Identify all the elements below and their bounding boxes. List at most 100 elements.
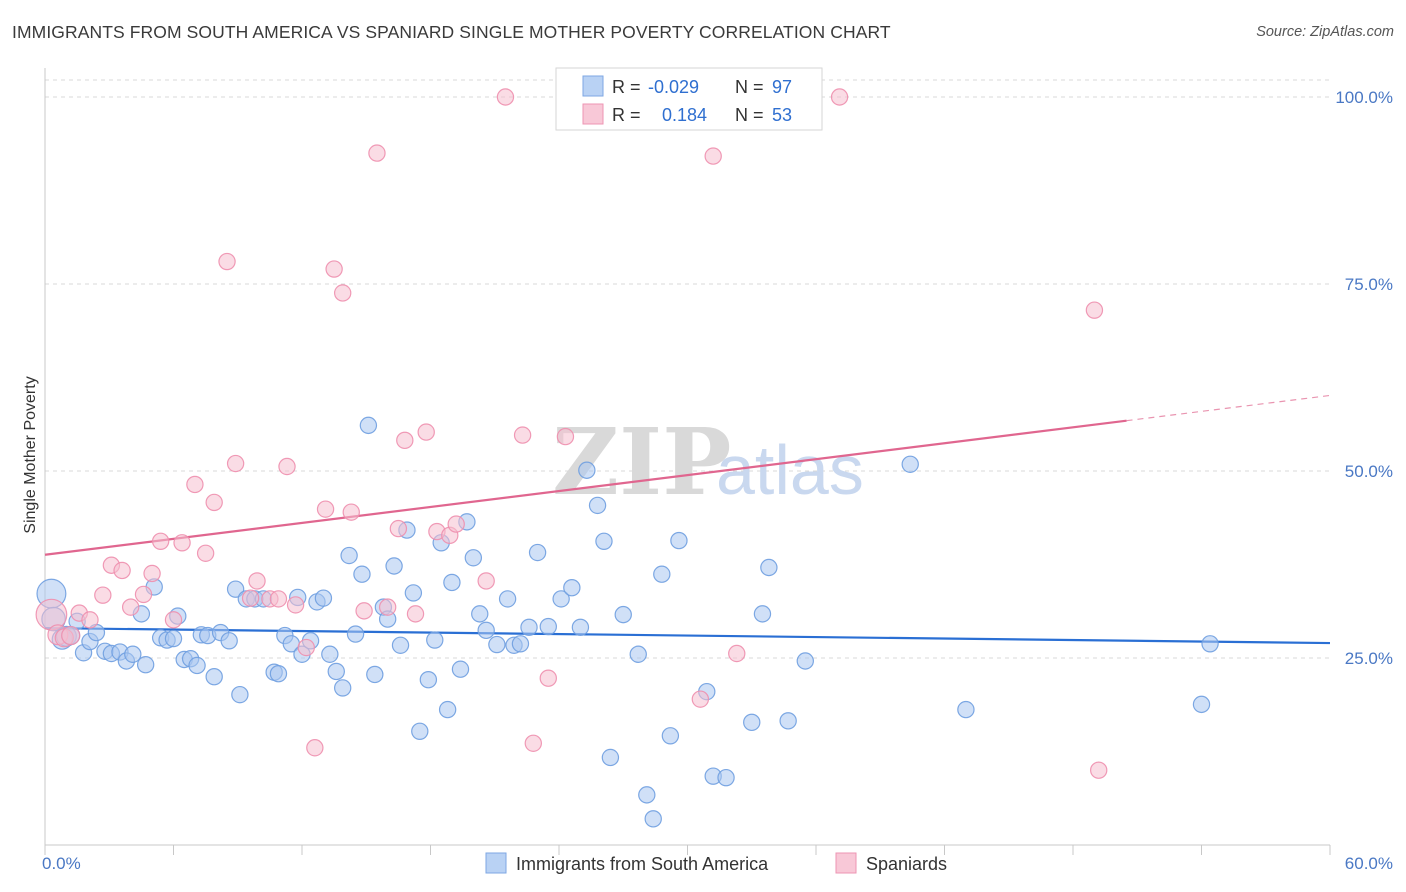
point-blue-28 [220, 632, 238, 650]
point-pink-25 [286, 596, 305, 614]
point-pink-9 [121, 598, 140, 616]
point-blue-97 [901, 455, 919, 473]
axes: 25.0% 50.0% 75.0% 100.0% 0.0% 60.0% [42, 68, 1393, 873]
point-pink-35 [389, 519, 408, 538]
point-blue-79 [588, 496, 607, 515]
point-blue-62 [443, 573, 461, 592]
point-blue-87 [661, 727, 680, 745]
point-blue-71 [511, 635, 530, 653]
point-pink-15 [186, 475, 204, 494]
legend-row1-r-label: R = [612, 77, 641, 97]
point-pink-24 [278, 457, 296, 476]
point-blue-95 [779, 712, 797, 730]
bottom-legend-blue-swatch [485, 852, 507, 874]
y-tick-label-100: 100.0% [1335, 88, 1393, 107]
point-pink-13 [164, 611, 183, 629]
source-label: Source: ZipAtlas.com [1256, 24, 1394, 40]
point-blue-66 [471, 605, 489, 623]
bottom-legend-blue-label: Immigrants from South America [516, 854, 769, 874]
point-blue-47 [346, 625, 365, 643]
point-blue-82 [614, 605, 632, 624]
legend-row2-r-label: R = [612, 105, 641, 125]
gridlines [45, 79, 1330, 659]
point-pink-27 [306, 739, 324, 757]
legend-row1-r-value: -0.029 [648, 77, 699, 97]
legend-row2-n-label: N = [735, 105, 764, 125]
bottom-legend-pink-swatch [835, 852, 857, 874]
point-pink-18 [218, 252, 236, 271]
point-pink-26 [297, 638, 315, 657]
x-tick-label-min: 0.0% [42, 854, 81, 873]
correlation-legend: R = -0.029 N = 97 R = 0.184 N = 53 [555, 67, 823, 131]
trend-line-pink-extension [1126, 394, 1331, 422]
point-blue-77 [571, 618, 590, 637]
y-tick-label-75: 75.0% [1345, 275, 1393, 294]
point-pink-47 [556, 427, 575, 446]
point-blue-73 [528, 543, 547, 562]
point-blue-35 [269, 665, 288, 683]
point-pink-32 [355, 602, 373, 620]
point-pink-12 [151, 532, 170, 551]
point-blue-50 [366, 665, 384, 684]
point-pink-53 [1089, 761, 1108, 779]
point-pink-8 [113, 561, 131, 580]
point-blue-67 [477, 621, 495, 640]
point-blue-54 [391, 636, 410, 654]
watermark-zip: ZIP [552, 408, 731, 516]
point-pink-51 [728, 644, 746, 663]
point-blue-75 [552, 590, 570, 608]
point-pink-36 [396, 431, 414, 450]
trend-lines [44, 394, 1331, 645]
point-blue-74 [539, 617, 557, 636]
point-pink-5 [81, 611, 99, 629]
point-pink-33 [368, 144, 386, 162]
point-pink-52 [830, 88, 849, 106]
point-blue-23 [188, 656, 206, 675]
point-pink-31 [342, 503, 360, 521]
point-pink-49 [691, 690, 710, 708]
point-pink-44 [513, 426, 532, 444]
watermark-atlas: atlas [716, 431, 864, 509]
point-blue-85 [653, 565, 671, 583]
point-blue-59 [426, 631, 444, 649]
legend-row1-n-label: N = [735, 77, 764, 97]
point-blue-69 [498, 590, 517, 608]
legend-row2-n-value: 53 [772, 105, 792, 125]
point-pink-17 [205, 493, 223, 512]
point-pink-29 [325, 260, 343, 278]
point-pink-30 [333, 284, 352, 302]
point-blue-96 [796, 652, 814, 670]
y-tick-label-50: 50.0% [1345, 462, 1393, 481]
point-blue-19 [164, 629, 183, 648]
series-legend: Immigrants from South America Spaniards [485, 852, 947, 874]
legend-blue-swatch [582, 75, 604, 97]
point-blue-81 [601, 748, 620, 767]
y-tick-label-25: 25.0% [1345, 649, 1393, 668]
point-blue-44 [327, 662, 345, 681]
point-blue-91 [717, 768, 735, 787]
point-pink-10 [134, 585, 153, 604]
point-pink-45 [524, 734, 543, 752]
point-blue-65 [464, 549, 483, 567]
point-blue-83 [629, 645, 647, 663]
point-pink-46 [539, 669, 557, 687]
watermark: ZIP atlas [552, 408, 864, 516]
point-blue-86 [644, 810, 662, 828]
trend-line-pink [44, 419, 1127, 556]
point-blue-45 [333, 679, 352, 697]
legend-pink-swatch [582, 103, 604, 125]
point-blue-57 [411, 722, 429, 741]
point-pink-14 [173, 534, 191, 552]
point-blue-29 [226, 580, 245, 598]
trend-line-blue [44, 626, 1331, 645]
point-pink-54 [1085, 301, 1104, 319]
point-blue-15 [136, 656, 155, 674]
point-pink-28 [316, 500, 335, 518]
point-blue-92 [743, 713, 761, 732]
y-axis-title: Single Mother Poverty [22, 376, 39, 533]
point-blue-30 [231, 685, 249, 704]
point-blue-56 [404, 584, 423, 602]
point-blue-94 [760, 558, 778, 577]
point-blue-46 [340, 546, 358, 565]
